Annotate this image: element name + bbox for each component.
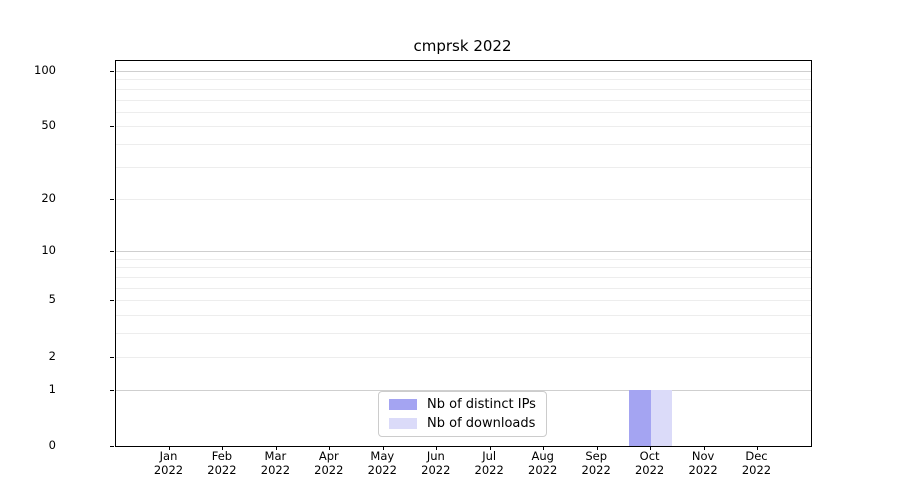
x-tick-nov	[703, 446, 705, 450]
gridline-minor-4	[116, 315, 811, 317]
gridline-major-100	[116, 70, 811, 72]
x-tick-label-mar: Mar 2022	[243, 449, 307, 477]
gridline-major-1	[116, 389, 811, 391]
y-tick-label-5: 5	[48, 292, 56, 307]
x-tick-month-oct: Oct	[639, 449, 660, 463]
y-tick-50	[110, 126, 114, 128]
gridline-minor-30	[116, 166, 811, 168]
x-tick-month-sep: Sep	[585, 449, 608, 463]
x-tick-sep	[596, 446, 598, 450]
gridline-major-10	[116, 251, 811, 253]
gridline-minor-70	[116, 99, 811, 101]
legend-item-downloads: Nb of downloads	[389, 416, 536, 431]
x-tick-month-apr: Apr	[318, 449, 339, 463]
gridline-minor-8	[116, 267, 811, 269]
x-tick-aug	[543, 446, 545, 450]
x-tick-may	[382, 446, 384, 450]
x-tick-year-apr: 2022	[314, 462, 344, 477]
gridline-minor-5	[116, 300, 811, 302]
gridline-minor-40	[116, 144, 811, 146]
x-tick-year-jun: 2022	[421, 462, 451, 477]
x-tick-label-apr: Apr 2022	[297, 449, 361, 477]
y-tick-label-1: 1	[48, 381, 56, 396]
x-tick-label-dec: Dec 2022	[725, 449, 789, 477]
gridline-minor-20	[116, 198, 811, 200]
x-tick-year-jan: 2022	[153, 462, 184, 477]
x-tick-month-nov: Nov	[691, 449, 715, 463]
x-tick-feb	[222, 446, 224, 450]
x-tick-month-mar: Mar	[264, 449, 287, 463]
legend-label-downloads: Nb of downloads	[427, 416, 536, 431]
y-tick-label-0: 0	[48, 438, 56, 452]
gridline-minor-3	[116, 333, 811, 335]
y-tick-label-2: 2	[48, 348, 56, 363]
gridline-minor-50	[116, 126, 811, 128]
x-tick-month-dec: Dec	[745, 449, 768, 463]
gridline-minor-6	[116, 287, 811, 289]
y-tick-0	[110, 446, 114, 447]
bar-nb-of-distinct-ips-oct	[629, 389, 651, 446]
y-tick-label-20: 20	[41, 190, 56, 205]
x-tick-month-jul: Jul	[482, 449, 497, 463]
x-tick-jul	[489, 446, 491, 450]
x-axis-labels: Jan 2022 Feb 2022 Mar 2022 Apr 2022 May 2022 Jun 20…	[115, 449, 810, 484]
legend-label-distinct-ips: Nb of distinct IPs	[427, 397, 536, 412]
x-tick-label-oct: Oct 2022	[618, 449, 682, 477]
x-tick-mar	[275, 446, 277, 450]
x-tick-label-jun: Jun 2022	[404, 449, 468, 477]
gridline-minor-9	[116, 258, 811, 260]
y-tick-label-50: 50	[41, 118, 56, 133]
x-tick-year-may: 2022	[367, 462, 397, 477]
y-tick-2	[110, 356, 114, 358]
x-tick-jun	[436, 446, 438, 450]
x-tick-year-feb: 2022	[207, 462, 237, 477]
x-tick-label-aug: Aug 2022	[511, 449, 575, 477]
y-tick-label-10: 10	[41, 243, 56, 258]
bar-nb-of-downloads-oct	[650, 389, 672, 446]
x-tick-oct	[650, 446, 652, 450]
x-tick-month-may: May	[370, 449, 395, 463]
x-tick-jan	[169, 446, 170, 450]
x-tick-month-aug: Aug	[531, 449, 554, 463]
y-tick-20	[110, 198, 114, 200]
chart-title: cmprsk 2022	[413, 37, 512, 55]
x-tick-year-jul: 2022	[474, 462, 504, 477]
x-tick-label-may: May 2022	[350, 449, 414, 477]
x-tick-label-jul: Jul 2022	[457, 449, 521, 477]
gridline-minor-2	[116, 356, 811, 358]
y-tick-100	[110, 70, 114, 72]
legend-swatch-downloads	[389, 418, 417, 429]
x-tick-label-feb: Feb 2022	[190, 449, 254, 477]
x-tick-year-sep: 2022	[581, 462, 611, 477]
plot-area: Nb of distinct IPs Nb of downloads	[110, 60, 812, 450]
y-tick-10	[110, 251, 114, 253]
x-tick-apr	[329, 446, 331, 450]
x-tick-label-nov: Nov 2022	[671, 449, 735, 477]
legend: Nb of distinct IPs Nb of downloads	[378, 391, 547, 437]
y-tick-label-100: 100	[34, 62, 56, 77]
x-tick-year-aug: 2022	[528, 462, 558, 477]
x-tick-year-oct: 2022	[634, 462, 665, 477]
x-tick-dec	[757, 446, 758, 450]
x-tick-year-nov: 2022	[688, 462, 718, 477]
y-tick-5	[110, 300, 114, 302]
x-tick-label-sep: Sep 2022	[564, 449, 628, 477]
y-tick-1	[110, 389, 114, 391]
legend-item-distinct-ips: Nb of distinct IPs	[389, 397, 536, 412]
x-tick-label-jan: Jan 2022	[137, 449, 201, 477]
legend-swatch-distinct-ips	[389, 399, 417, 410]
x-tick-year-dec: 2022	[741, 462, 772, 477]
x-tick-month-jun: Jun	[426, 449, 445, 463]
x-tick-year-mar: 2022	[260, 462, 291, 477]
gridline-minor-60	[116, 111, 811, 113]
gridline-minor-7	[116, 277, 811, 278]
x-tick-month-jan: Jan	[159, 449, 178, 463]
x-tick-month-feb: Feb	[211, 449, 233, 463]
gridline-minor-80	[116, 88, 811, 90]
gridline-minor-90	[116, 79, 811, 81]
